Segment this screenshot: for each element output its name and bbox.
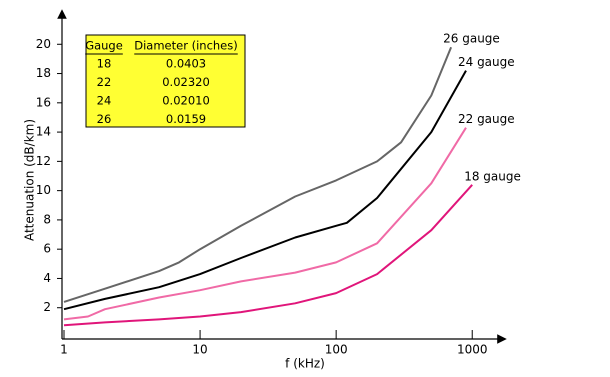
series-label: 24 gauge [458, 55, 515, 69]
series-label: 18 gauge [464, 169, 521, 183]
y-tick-label: 16 [36, 95, 51, 109]
series-line [63, 70, 467, 311]
series-line [63, 184, 473, 327]
x-tick-label: 1 [60, 343, 68, 357]
table-cell: 24 [97, 94, 112, 108]
x-tick-label: 10 [192, 343, 207, 357]
table-cell: 0.0403 [166, 57, 206, 71]
table-cell: 26 [97, 112, 112, 126]
series-line [63, 46, 453, 303]
y-tick-label: 14 [36, 125, 51, 139]
series-label: 22 gauge [458, 112, 515, 126]
table-cell: 0.02320 [162, 75, 210, 89]
y-tick-label: 6 [43, 242, 51, 256]
series-line [63, 127, 467, 321]
y-tick-label: 10 [36, 183, 51, 197]
table-cell: 0.0159 [166, 112, 206, 126]
table-cell: 18 [97, 57, 112, 71]
y-tick-label: 2 [43, 300, 51, 314]
table-header: Gauge [85, 39, 123, 53]
y-tick-label: 4 [43, 271, 51, 285]
x-tick-label: 1000 [457, 343, 488, 357]
table-background [85, 34, 246, 128]
diameter-table: Gauge Diameter (inches) 18 0.0403 22 0.02320 2… [85, 34, 246, 128]
x-axis-label: f (kHz) [285, 357, 325, 371]
table-header: Diameter (inches) [134, 39, 237, 53]
y-tick-label: 20 [36, 37, 51, 51]
y-axis-label: Attenuation (dB/km) [23, 119, 37, 241]
y-tick-label: 8 [43, 212, 51, 226]
y-tick-label: 12 [36, 154, 51, 168]
y-tick-label: 18 [36, 66, 51, 80]
table-cell: 0.02010 [162, 94, 210, 108]
series-label: 26 gauge [443, 32, 500, 46]
table-cell: 22 [97, 75, 112, 89]
x-tick-label: 100 [325, 343, 348, 357]
